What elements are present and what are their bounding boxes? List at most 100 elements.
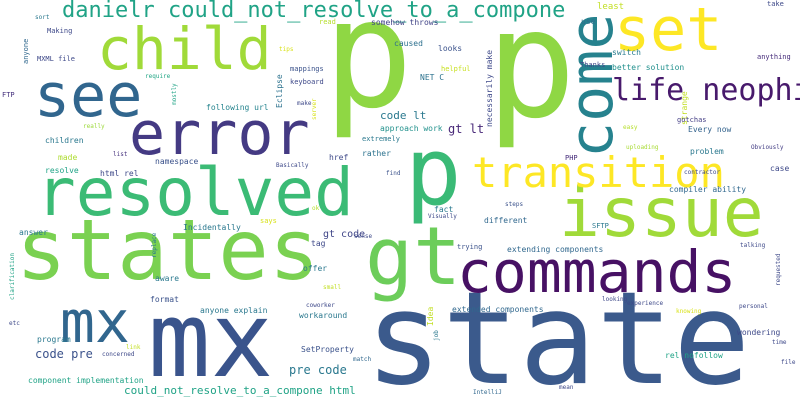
word-relnofollow: rel nofollow xyxy=(665,351,723,360)
word-talking: talking xyxy=(740,242,766,249)
word-issue: issue xyxy=(559,174,764,253)
word-danielr: danielr could_not_resolve_to_a_compone xyxy=(62,0,566,23)
word-etc: etc xyxy=(9,320,20,327)
word-see: see xyxy=(34,61,143,131)
word-code-lt: code lt xyxy=(380,109,427,122)
word-sftp: SFTP xyxy=(592,222,609,230)
word-basically: Basically xyxy=(276,162,309,169)
word-child: child xyxy=(97,15,272,83)
word-job: job xyxy=(433,330,440,341)
word-made: made xyxy=(58,153,78,162)
word-sense: sense xyxy=(354,233,373,240)
word-state: state xyxy=(365,265,751,400)
word-looks: looks xyxy=(438,44,463,53)
word-mostly: mostly xyxy=(171,83,178,105)
word-better: better solution xyxy=(612,63,685,72)
word-commands: commands xyxy=(457,238,737,306)
word-aware: aware xyxy=(155,274,180,283)
word-p1: p xyxy=(323,0,414,142)
word-require: require xyxy=(145,73,171,80)
word-error: error xyxy=(129,99,310,169)
word-resolve: resolve xyxy=(45,166,79,175)
word-server: server xyxy=(311,98,318,120)
word-helpful: helpful xyxy=(441,65,471,73)
word-contractor: contractor xyxy=(684,169,721,176)
word-intellij: IntelliJ xyxy=(473,389,502,396)
word-answer: answer xyxy=(19,228,48,237)
word-thanks: Thanks xyxy=(580,61,606,69)
word-workaround: workaround xyxy=(299,311,348,320)
word-pre-code: pre code xyxy=(289,363,347,377)
word-small: small xyxy=(323,284,342,291)
word-least: least xyxy=(597,2,625,12)
word-necessarily: necessarily make xyxy=(485,49,494,127)
word-says: says xyxy=(260,217,277,225)
word-eclipse: Eclipse xyxy=(275,74,284,108)
word-list: list xyxy=(113,151,128,158)
word-gt-lt: gt lt xyxy=(448,122,485,136)
word-mxml: MXML file xyxy=(37,55,75,63)
word-switch: switch xyxy=(612,48,641,57)
word-could-html: could_not_resolve_to_a_compone html xyxy=(124,384,356,397)
word-mappings: mappings xyxy=(290,65,324,73)
word-transition: transition xyxy=(472,148,725,197)
word-idea: Idea xyxy=(426,306,435,326)
word-gt: gt xyxy=(365,210,462,303)
word-set: set xyxy=(614,0,723,65)
word-php: PHP xyxy=(565,154,578,162)
word-coworker: coworker xyxy=(306,302,335,309)
word-offer: offer xyxy=(303,264,328,273)
word-knowing: knowing xyxy=(676,308,702,315)
word-incidentally: Incidentally xyxy=(183,223,241,232)
word-namespace: namespace xyxy=(155,157,199,166)
word-mx-large: mx xyxy=(148,279,274,400)
word-p2: p xyxy=(486,0,577,152)
word-sort: sort xyxy=(35,14,50,21)
word-uploading: uploading xyxy=(626,144,659,151)
word-link: link xyxy=(126,344,141,351)
word-take: take xyxy=(767,0,784,8)
word-ok: ok xyxy=(312,205,320,212)
word-file: file xyxy=(781,359,796,366)
word-find: find xyxy=(386,170,401,177)
word-requested: requested xyxy=(775,253,782,286)
word-children: children xyxy=(45,136,84,145)
word-easy: easy xyxy=(623,124,638,131)
word-p3: p xyxy=(405,118,462,227)
word-anyoneexplain: anyone explain xyxy=(200,306,268,315)
word-extended: extended components xyxy=(452,305,544,314)
word-life-neophi: life neophi xyxy=(612,73,800,108)
word-ftp: FTP xyxy=(2,91,15,99)
word-tag: tag xyxy=(311,239,326,248)
word-mx-mid: mx xyxy=(60,288,130,356)
word-format: format xyxy=(150,295,179,304)
word-extremely: extremely xyxy=(362,135,400,143)
word-obviously: Obviously xyxy=(751,144,784,151)
word-trying: trying xyxy=(457,243,483,251)
word-caused: caused xyxy=(394,39,423,48)
word-steps: steps xyxy=(505,201,524,208)
word-clarification: clarification xyxy=(9,253,16,300)
word-somehow: somehow throws xyxy=(371,18,439,27)
word-mean: mean xyxy=(559,384,574,391)
word-setproperty: SetProperty xyxy=(301,345,354,354)
word-personal: personal xyxy=(739,303,768,310)
word-make: make xyxy=(297,100,312,107)
word-different: different xyxy=(484,216,528,225)
word-replace: replace xyxy=(151,232,158,258)
word-compimpl: component implementation xyxy=(28,376,144,385)
word-states: states xyxy=(16,201,320,299)
word-gt-code: gt code xyxy=(323,229,366,240)
word-making: Making xyxy=(47,27,73,35)
word-visually: Visually xyxy=(428,213,457,220)
word-resolved: resolved xyxy=(36,154,354,231)
word-time: time xyxy=(772,339,787,346)
word-problem: problem xyxy=(690,147,724,156)
word-approach: approach work xyxy=(380,124,443,133)
word-program: program xyxy=(37,335,71,344)
word-everynow: Every now xyxy=(688,125,732,134)
word-match: match xyxy=(353,356,372,363)
word-concerned: concerned xyxy=(102,351,135,358)
word-use: use xyxy=(581,17,596,26)
